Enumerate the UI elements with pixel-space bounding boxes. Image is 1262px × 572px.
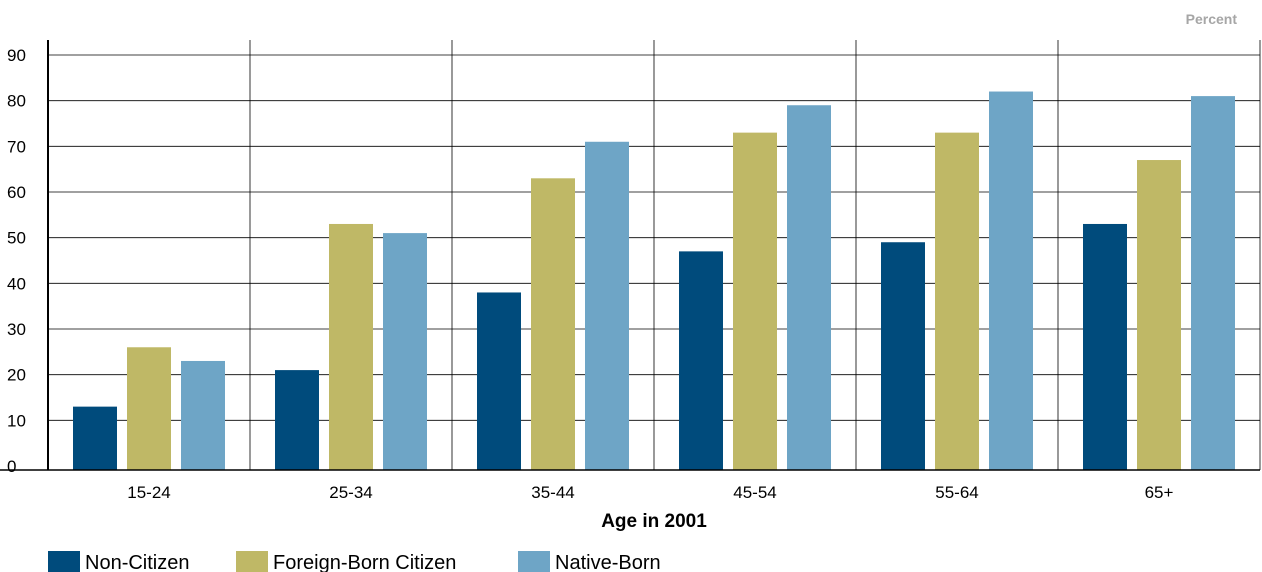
bar [935, 132, 979, 470]
legend-label: Foreign-Born Citizen [273, 552, 456, 572]
bars [73, 91, 1235, 471]
bar [1191, 96, 1235, 470]
x-axis-title: Age in 2001 [601, 511, 707, 532]
y-tick-label: 60 [7, 183, 26, 202]
y-tick-label: 20 [7, 366, 26, 385]
x-tick-label: 25-34 [329, 483, 372, 502]
y-axis-ticks: 0 10 20 30 40 50 60 70 80 90 [7, 46, 26, 476]
bar [531, 178, 575, 471]
bar [127, 347, 171, 470]
x-tick-label: 65+ [1145, 483, 1174, 502]
bar [679, 251, 723, 470]
y-tick-label: 50 [7, 229, 26, 248]
bar [881, 242, 925, 470]
legend-swatch [518, 551, 550, 572]
bar [329, 223, 373, 470]
unit-label: Percent [1186, 11, 1238, 27]
x-tick-label: 15-24 [127, 483, 170, 502]
bar [181, 360, 225, 470]
y-tick-label: 80 [7, 92, 26, 111]
bar [989, 91, 1033, 471]
bar [275, 370, 319, 470]
y-tick-label: 0 [7, 457, 16, 476]
y-tick-label: 10 [7, 411, 26, 430]
axes [0, 40, 1260, 471]
bar [585, 141, 629, 470]
bar [477, 292, 521, 470]
legend: Non-Citizen Foreign-Born Citizen Native-Bo… [48, 551, 661, 572]
bar [733, 132, 777, 470]
bar [787, 105, 831, 470]
x-tick-label: 35-44 [531, 483, 574, 502]
legend-label: Non-Citizen [85, 552, 189, 572]
y-tick-label: 70 [7, 137, 26, 156]
x-axis-ticks: 15-24 25-34 35-44 45-54 55-64 65+ [127, 483, 1173, 502]
y-tick-label: 40 [7, 274, 26, 293]
y-tick-label: 90 [7, 46, 26, 65]
bar [383, 233, 427, 470]
x-tick-label: 45-54 [733, 483, 776, 502]
gridlines [48, 40, 1261, 470]
x-tick-label: 55-64 [935, 483, 978, 502]
bar [1137, 160, 1181, 471]
legend-label: Native-Born [555, 552, 661, 572]
bar [1083, 223, 1127, 470]
legend-swatch [48, 551, 80, 572]
y-tick-label: 30 [7, 320, 26, 339]
legend-swatch [236, 551, 268, 572]
bar [73, 406, 117, 470]
